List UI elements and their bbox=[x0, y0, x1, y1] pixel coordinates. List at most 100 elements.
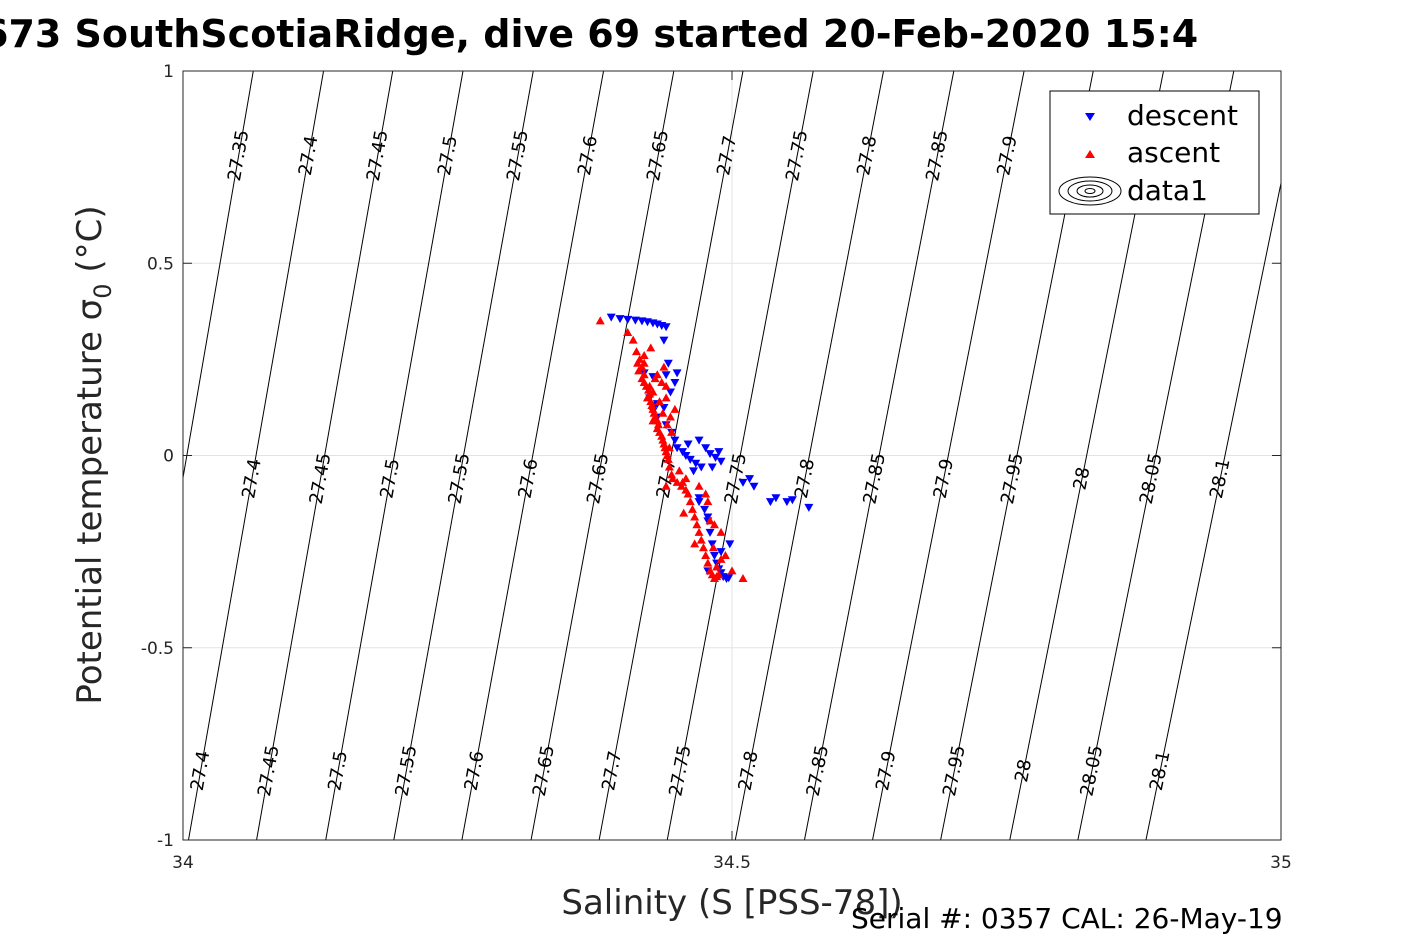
y-tick-label: 0 bbox=[163, 447, 174, 467]
ascent-point bbox=[687, 504, 697, 513]
descent-point bbox=[689, 467, 699, 476]
legend-ascent-label: ascent bbox=[1127, 136, 1220, 169]
density-contours bbox=[183, 71, 1281, 840]
ascent-point bbox=[631, 347, 641, 356]
x-axis-ticks: 34 34.5 35 bbox=[172, 71, 1292, 873]
ascent-point bbox=[661, 381, 671, 390]
x-axis-label: Salinity (S [PSS-78]) bbox=[561, 883, 902, 923]
descent-point bbox=[615, 315, 625, 324]
descent-point bbox=[672, 444, 682, 453]
y-axis-label-main: Potential temperature σ bbox=[70, 299, 110, 705]
ascent-point bbox=[664, 462, 674, 471]
descent-point bbox=[666, 388, 676, 397]
descent-point bbox=[683, 440, 693, 449]
descent-point bbox=[691, 459, 701, 468]
descent-point bbox=[705, 528, 715, 537]
descent-point bbox=[696, 463, 706, 472]
ascent-point bbox=[663, 454, 673, 463]
y-axis-ticks: -1 -0.5 0 0.5 1 bbox=[141, 62, 1281, 851]
ascent-point bbox=[646, 343, 656, 352]
contour-line-27.5 bbox=[325, 71, 464, 840]
descent-point bbox=[705, 450, 715, 459]
contour-line-27.7 bbox=[598, 71, 744, 840]
contour-line-27.9 bbox=[872, 71, 1025, 840]
ascent-point bbox=[685, 497, 695, 506]
descent-point bbox=[694, 498, 704, 507]
descent-point bbox=[716, 457, 726, 466]
y-tick-label: 1 bbox=[163, 62, 174, 82]
descent-point bbox=[630, 316, 640, 325]
legend-descent-marker bbox=[1085, 113, 1095, 121]
descent-point bbox=[725, 540, 735, 549]
ascent-point bbox=[639, 351, 649, 360]
ascent-point bbox=[716, 527, 726, 536]
y-axis-label: Potential temperature σ0 (°C) bbox=[70, 205, 117, 704]
descent-point bbox=[804, 503, 814, 512]
descent-point bbox=[709, 551, 719, 560]
descent-point bbox=[623, 315, 633, 324]
ascent-point bbox=[639, 358, 649, 367]
y-tick-label: -1 bbox=[157, 831, 174, 851]
ascent-point bbox=[661, 393, 671, 402]
descent-point bbox=[716, 548, 726, 557]
ascent-point bbox=[628, 335, 638, 344]
contour-line-27.65 bbox=[530, 71, 675, 840]
ascent-point bbox=[727, 566, 737, 575]
ascent-point bbox=[720, 550, 730, 559]
ascent-point bbox=[666, 412, 676, 421]
descent-point bbox=[670, 378, 680, 387]
descent-point bbox=[714, 448, 724, 457]
ascent-point bbox=[738, 574, 748, 583]
ascent-point bbox=[670, 404, 680, 413]
ascent-point bbox=[652, 370, 662, 379]
descent-point bbox=[707, 540, 717, 549]
contour-line-27.85 bbox=[803, 71, 955, 840]
descent-point bbox=[707, 463, 717, 472]
y-tick-label: -0.5 bbox=[141, 639, 174, 659]
ascent-point bbox=[674, 466, 684, 475]
ascent-point bbox=[696, 535, 706, 544]
y-axis-label-unit: (°C) bbox=[70, 205, 110, 283]
descent-point bbox=[782, 498, 792, 507]
contour-line-27.75 bbox=[666, 71, 814, 840]
descent-point bbox=[711, 453, 721, 462]
ascent-point bbox=[690, 512, 700, 521]
ascent-point bbox=[679, 508, 689, 517]
ascent-point bbox=[705, 516, 715, 525]
contour-label: 28 bbox=[1011, 758, 1036, 785]
ascent-point bbox=[692, 520, 702, 529]
ascent-point bbox=[634, 366, 644, 375]
ascent-point bbox=[701, 550, 711, 559]
ascent-point bbox=[662, 420, 672, 429]
ascent-point bbox=[648, 416, 658, 425]
ascent-point bbox=[694, 481, 704, 490]
ascent-point bbox=[655, 397, 665, 406]
ascent-point bbox=[703, 497, 713, 506]
descent-point bbox=[672, 369, 682, 378]
ascent-point bbox=[678, 477, 688, 486]
ascent-point bbox=[712, 562, 722, 571]
serial-calibration-text: Serial #: 0357 CAL: 26-May-19 bbox=[851, 902, 1283, 935]
ascent-point bbox=[664, 443, 674, 452]
x-tick-label: 34 bbox=[172, 853, 194, 873]
descent-point bbox=[606, 313, 616, 322]
descent-point bbox=[701, 444, 711, 453]
ascent-point bbox=[701, 489, 711, 498]
descent-point bbox=[765, 498, 775, 507]
x-tick-label: 34.5 bbox=[713, 853, 751, 873]
grid-lines bbox=[183, 71, 1281, 840]
descent-point bbox=[661, 371, 671, 380]
y-tick-label: 0.5 bbox=[147, 254, 174, 274]
x-tick-label: 35 bbox=[1270, 853, 1292, 873]
ascent-point bbox=[648, 387, 658, 396]
descent-point bbox=[663, 359, 673, 368]
chart-title: 673 SouthScotiaRidge, dive 69 started 20… bbox=[0, 12, 1198, 56]
y-axis-label-subscript: 0 bbox=[89, 283, 117, 298]
ascent-point bbox=[698, 543, 708, 552]
legend-contour-icon bbox=[1058, 176, 1122, 206]
ascent-point bbox=[709, 520, 719, 529]
descent-point bbox=[749, 482, 759, 491]
contour-label: 28 bbox=[1069, 465, 1094, 492]
ascent-point bbox=[623, 327, 633, 336]
